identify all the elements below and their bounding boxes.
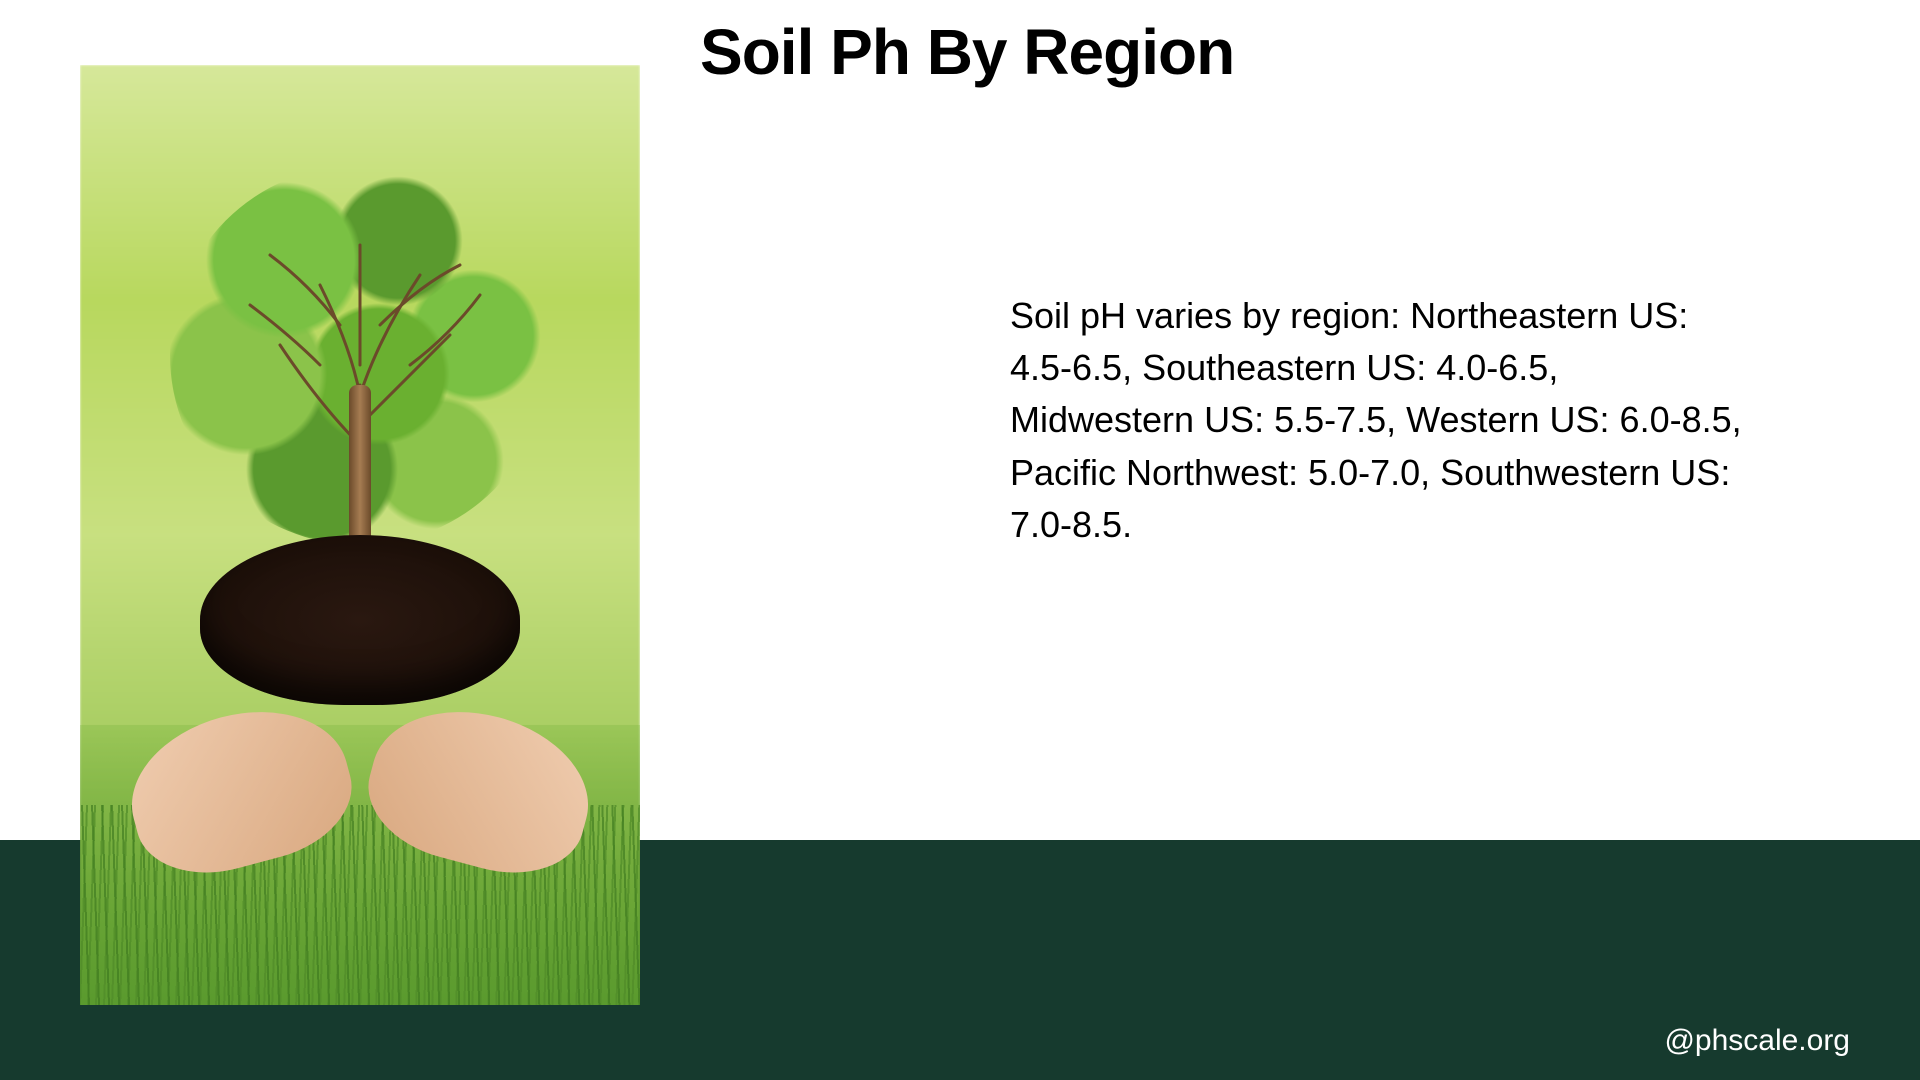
attribution-text: @phscale.org <box>1664 1024 1850 1058</box>
hero-image <box>80 65 640 1005</box>
body-paragraph: Soil pH varies by region: Northeastern U… <box>1010 290 1750 551</box>
page-title: Soil Ph By Region <box>700 15 1234 89</box>
